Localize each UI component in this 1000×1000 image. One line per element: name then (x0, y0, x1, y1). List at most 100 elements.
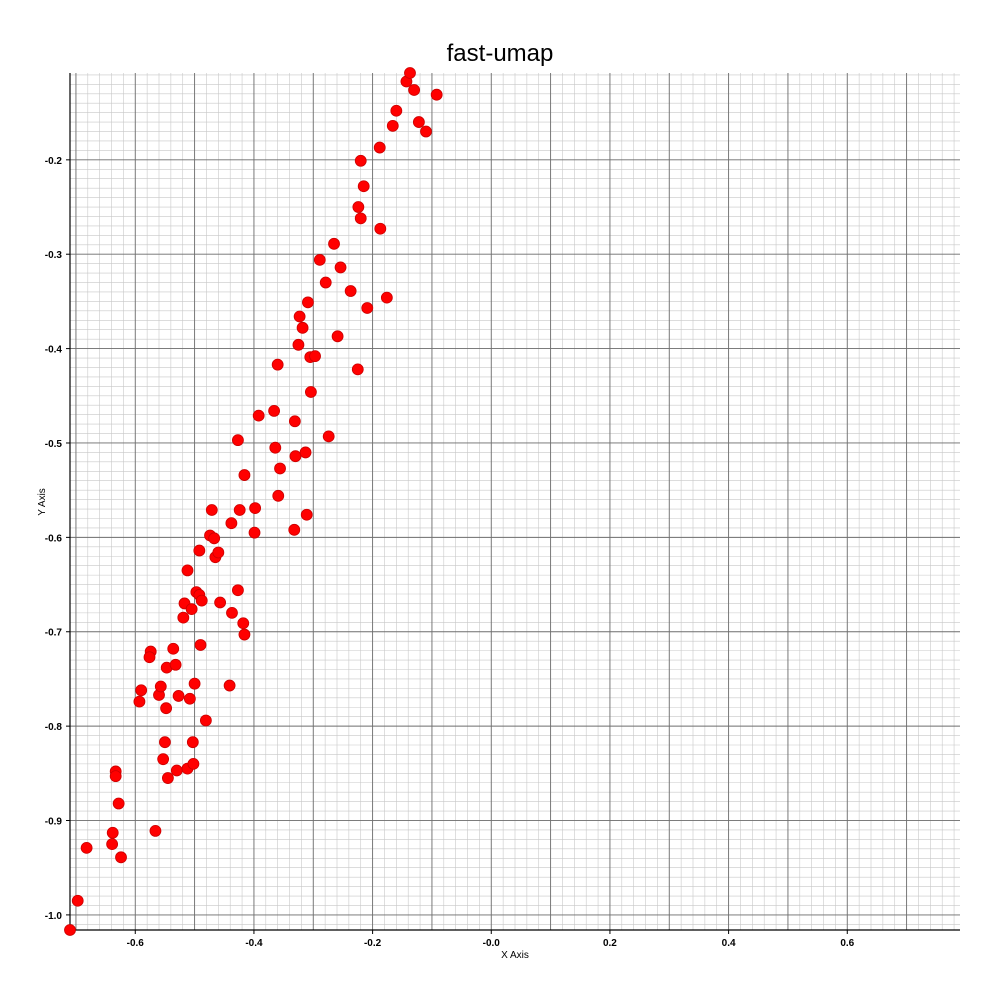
y-tick-label: -0.4 (45, 345, 63, 356)
scatter-point (109, 770, 122, 783)
y-tick-label: -0.7 (45, 628, 63, 639)
scatter-point (64, 924, 76, 936)
x-tick-label: 0.2 (603, 938, 617, 949)
scatter-point (412, 116, 425, 128)
scatter-point (159, 736, 171, 749)
scatter-point (183, 692, 196, 705)
scatter-point (172, 690, 185, 702)
scatter-point (106, 826, 119, 839)
y-tick-label: -0.6 (45, 533, 63, 544)
scatter-point (354, 212, 367, 225)
scatter-point (322, 430, 335, 443)
scatter-point (313, 253, 326, 266)
x-tick-label: 0.4 (722, 938, 736, 949)
scatter-point (115, 851, 127, 864)
scatter-point (157, 753, 170, 766)
scatter-point (188, 677, 201, 690)
scatter-point (249, 502, 262, 515)
y-axis-label: Y Axis (37, 488, 48, 516)
scatter-point (354, 154, 367, 167)
y-tick-label: -0.8 (45, 722, 63, 733)
scatter-point (106, 838, 119, 851)
scatter-point (331, 330, 344, 343)
scatter-point (288, 523, 301, 536)
scatter-point (248, 526, 261, 539)
scatter-point (319, 276, 332, 289)
scatter-point (237, 617, 250, 630)
scatter-point (334, 261, 347, 274)
scatter-point (430, 88, 443, 101)
scatter-point (271, 358, 284, 371)
minor-grid (70, 73, 960, 930)
scatter-point (252, 409, 265, 422)
scatter-point (233, 504, 246, 516)
scatter-point (299, 446, 312, 459)
scatter-point (154, 680, 167, 693)
scatter-point (268, 404, 281, 417)
scatter-point (149, 824, 162, 837)
scatter-point (309, 350, 321, 363)
scatter-point (292, 338, 305, 351)
scatter-point (185, 603, 198, 615)
scatter-point (232, 434, 244, 447)
scatter-point (225, 517, 238, 530)
scatter-point (296, 321, 309, 334)
x-tick-label: -0.0 (483, 938, 501, 949)
scatter-point (289, 450, 302, 463)
y-tick-label: -0.3 (45, 250, 63, 261)
scatter-point (380, 291, 393, 304)
scatter-point (274, 462, 286, 475)
scatter-point (238, 628, 251, 641)
scatter-point (373, 141, 386, 154)
scatter-point (269, 441, 282, 454)
x-axis-label: X Axis (501, 950, 529, 961)
axes (69, 73, 960, 931)
scatter-point (223, 679, 236, 692)
scatter-point (181, 564, 194, 577)
scatter-point (357, 180, 370, 193)
scatter-point (212, 546, 225, 559)
x-tick-label: -0.2 (364, 938, 382, 949)
scatter-point (288, 415, 301, 428)
x-tick-label: -0.4 (245, 938, 263, 949)
scatter-point (167, 642, 180, 655)
scatter-point (80, 841, 93, 854)
scatter-point (177, 611, 190, 624)
scatter-point (226, 606, 238, 619)
scatter-point (386, 119, 399, 132)
scatter-point (199, 714, 212, 727)
scatter-point (404, 67, 416, 79)
scatter-point (390, 104, 403, 117)
scatter-point (344, 285, 357, 297)
scatter-point (214, 596, 227, 609)
scatter-point (186, 736, 199, 749)
scatter-point (193, 544, 206, 557)
scatter-point (420, 125, 432, 138)
scatter-point (169, 658, 182, 671)
x-tick-label: -0.6 (127, 938, 145, 949)
y-tick-label: -0.5 (45, 439, 63, 450)
scatter-point (328, 237, 340, 250)
major-grid (70, 73, 960, 930)
scatter-point (374, 222, 387, 235)
x-tick-labels: -0.6 -0.4 -0.2 -0.0 0.2 0.4 0.6 (127, 930, 855, 949)
scatter-point (208, 532, 221, 545)
scatter-point (160, 702, 173, 715)
scatter-point (195, 594, 208, 607)
scatter-point (71, 894, 84, 907)
scatter-point (304, 386, 317, 398)
scatter-point (302, 296, 314, 309)
y-tick-label: -1.0 (45, 911, 63, 922)
scatter-point (352, 201, 365, 213)
scatter-point (143, 651, 156, 664)
scatter-point (238, 469, 251, 481)
scatter-point (133, 695, 146, 708)
y-tick-labels: -0.2 -0.3 -0.4 -0.5 -0.6 -0.7 -0.8 -0.9 -1.0 (45, 156, 70, 922)
scatter-point (161, 772, 174, 784)
scatter-point (194, 639, 207, 651)
scatter-point (232, 584, 244, 597)
y-tick-label: -0.9 (45, 817, 63, 828)
scatter-point (205, 504, 218, 516)
scatter-point (293, 310, 306, 323)
